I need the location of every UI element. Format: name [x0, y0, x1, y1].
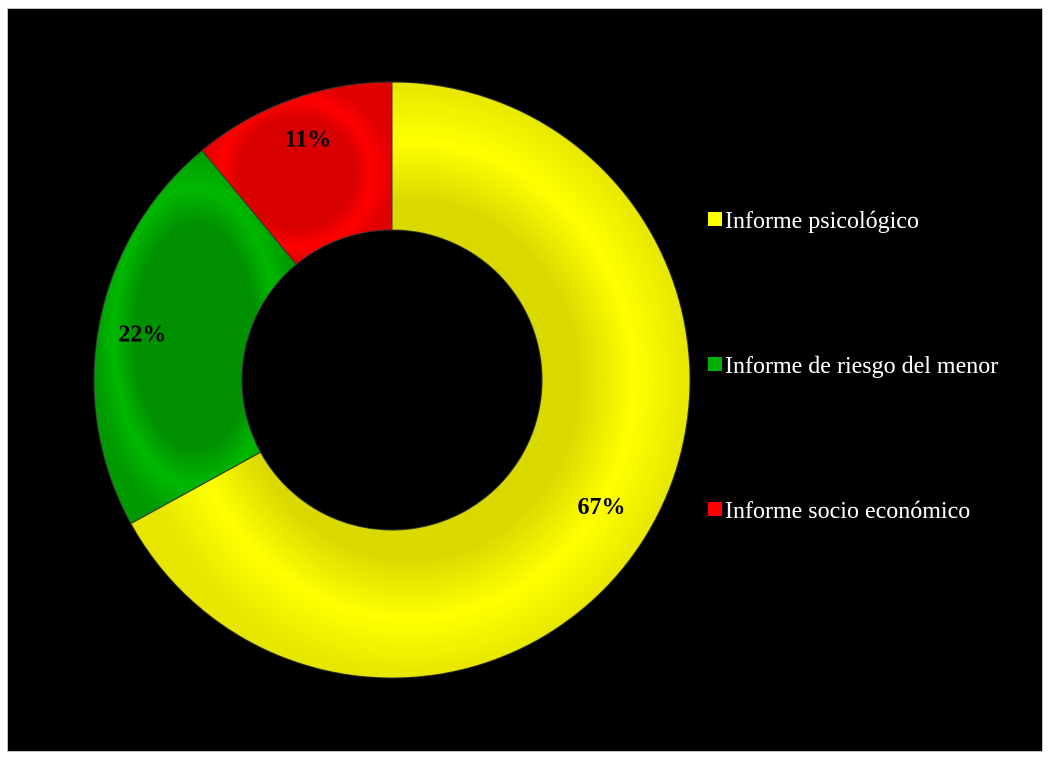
legend-label: Informe de riesgo del menor — [725, 353, 998, 379]
legend-item-informe-psicologico: Informe psicológico — [708, 208, 919, 234]
legend: Informe psicológico Informe de riesgo del… — [708, 208, 998, 524]
legend-label: Informe socio económico — [725, 498, 970, 524]
donut-slices — [93, 81, 691, 679]
data-label-informe-psicologico: 67% — [577, 494, 625, 520]
slice-informe-psicologico — [130, 81, 691, 679]
legend-item-informe-de-riesgo-del-menor: Informe de riesgo del menor — [708, 353, 998, 379]
legend-label: Informe psicológico — [725, 208, 919, 234]
slice-informe-de-riesgo-del-menor — [93, 149, 298, 525]
data-label-informe-de-riesgo-del-menor: 22% — [118, 322, 166, 348]
slice-labels: 67% 22% 11% — [118, 127, 625, 521]
legend-swatch — [708, 212, 722, 226]
legend-item-informe-socio-economico: Informe socio económico — [708, 498, 970, 524]
legend-swatch — [708, 357, 722, 371]
data-label-informe-socio-economico: 11% — [285, 127, 332, 153]
slice-informe-socio-economico — [201, 81, 393, 266]
legend-swatch — [708, 502, 722, 516]
